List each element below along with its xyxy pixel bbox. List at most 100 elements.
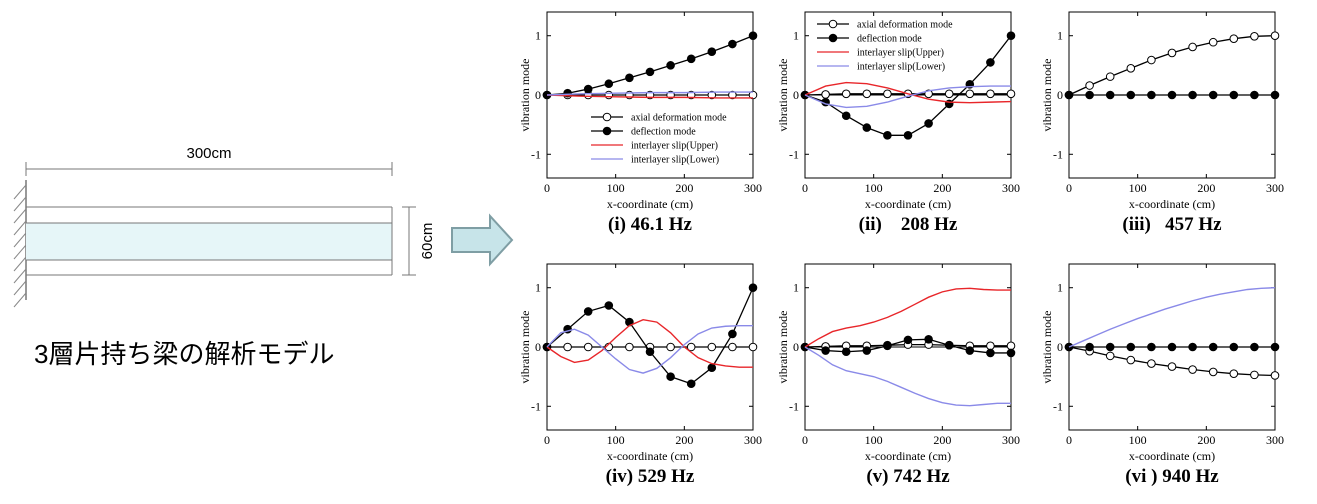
x-tick-label: 200 — [675, 433, 693, 447]
data-point — [1085, 90, 1094, 100]
y-axis-label: vibration mode — [1040, 311, 1054, 384]
data-point — [1167, 48, 1177, 58]
data-point — [563, 342, 572, 352]
data-point — [686, 379, 696, 389]
data-point — [1250, 90, 1259, 100]
series-line-deflection-mode — [546, 287, 754, 385]
data-point — [965, 89, 975, 99]
y-axis-label: vibration mode — [776, 59, 790, 132]
chart-iii: 0 100 200 300 -1 0 1 x-coordinate (cm) vibration… — [1040, 11, 1284, 235]
data-point — [1229, 90, 1239, 100]
data-point — [707, 342, 717, 352]
data-point — [707, 47, 717, 57]
data-point — [1085, 342, 1094, 352]
data-point — [862, 346, 872, 355]
data-point — [583, 342, 593, 352]
data-point — [1126, 64, 1136, 73]
data-point — [645, 67, 655, 77]
data-point — [604, 301, 614, 310]
y-tick-label: -1 — [531, 147, 541, 161]
data-point — [986, 348, 995, 358]
data-point — [924, 119, 933, 128]
legend-label: interlayer slip(Lower) — [631, 155, 719, 166]
data-point — [1006, 341, 1016, 351]
chart-i: 0 100 200 300 -1 0 1 x-coordinate (cm) vibration… — [518, 11, 762, 235]
data-point — [1167, 342, 1177, 352]
data-point — [1105, 351, 1115, 361]
x-tick-label: 100 — [1129, 181, 1147, 195]
data-point — [1188, 365, 1197, 374]
data-point — [1006, 89, 1016, 99]
y-axis-label: vibration mode — [1040, 59, 1054, 132]
three-layer-beam — [26, 206, 393, 276]
data-point — [1147, 55, 1156, 65]
y-tick-label: 1 — [793, 29, 799, 43]
series-line-deflection-mode — [546, 35, 754, 96]
data-point — [728, 329, 737, 339]
x-tick-label: 300 — [1266, 181, 1284, 195]
chart-caption: (vi ) 940 Hz — [1125, 466, 1219, 487]
data-point — [883, 341, 892, 351]
series-line-interlayer-slip-upper — [546, 319, 753, 368]
data-point — [1126, 90, 1136, 100]
data-point — [1085, 81, 1094, 90]
chart-caption: (iv) 529 Hz — [606, 466, 695, 487]
y-tick-label: 1 — [1057, 29, 1063, 43]
data-point — [1229, 342, 1239, 352]
data-point — [748, 342, 758, 352]
data-point — [645, 347, 655, 357]
data-point — [841, 347, 851, 357]
data-point — [728, 90, 737, 100]
chart-caption: (iii) 457 Hz — [1122, 214, 1222, 235]
data-point — [1208, 90, 1218, 100]
data-point — [862, 123, 872, 132]
x-tick-label: 0 — [1066, 433, 1072, 447]
chart-iv: 0 100 200 300 -1 0 1 x-coordinate (cm) vibration… — [518, 263, 762, 487]
data-point — [1270, 90, 1280, 100]
x-axis-label: x-coordinate (cm) — [865, 197, 951, 211]
x-tick-label: 200 — [675, 181, 693, 195]
y-tick-label: -1 — [1053, 147, 1063, 161]
data-point — [1229, 369, 1239, 378]
data-point — [1105, 90, 1115, 100]
x-tick-label: 0 — [544, 181, 550, 195]
legend-marker — [602, 112, 612, 122]
data-point — [625, 342, 634, 352]
middle-layer — [26, 223, 392, 260]
data-point — [666, 342, 675, 352]
model-title: 3層片持ち梁の解析モデル — [34, 339, 334, 369]
y-tick-label: 0 — [793, 340, 799, 354]
data-point — [686, 342, 696, 352]
data-point — [841, 89, 851, 99]
data-point — [1270, 371, 1280, 380]
chart-vi: 0 100 200 300 -1 0 1 x-coordinate (cm) vibration… — [1040, 263, 1284, 487]
chart-panel-vi: 0 100 200 300 -1 0 1 x-coordinate (cm) vibration… — [1037, 252, 1292, 504]
data-point — [986, 89, 995, 99]
x-tick-label: 300 — [744, 433, 762, 447]
data-point — [1147, 359, 1156, 368]
data-point — [1006, 348, 1016, 358]
data-point — [1229, 34, 1239, 43]
fixed-support-hatching — [13, 180, 27, 308]
y-tick-label: 1 — [793, 281, 799, 295]
x-tick-label: 0 — [1066, 181, 1072, 195]
model-drawing: 300cm 60cm 3層片持ち梁の解析モデル — [13, 145, 514, 369]
x-tick-label: 100 — [1129, 433, 1147, 447]
legend-label: interlayer slip(Upper) — [631, 141, 718, 152]
data-point — [625, 73, 634, 83]
data-point — [821, 90, 830, 99]
x-tick-label: 0 — [802, 433, 808, 447]
data-point — [821, 346, 830, 355]
y-tick-label: -1 — [531, 399, 541, 413]
data-point — [583, 307, 593, 316]
x-tick-label: 100 — [607, 181, 625, 195]
height-dimension: 60cm — [402, 206, 436, 276]
data-point — [728, 342, 737, 352]
data-point — [748, 31, 758, 41]
legend-marker — [602, 126, 612, 136]
data-point — [1147, 342, 1156, 352]
chart-caption: (ii) 208 Hz — [859, 214, 958, 235]
data-point — [604, 79, 614, 89]
x-tick-label: 300 — [1002, 433, 1020, 447]
data-point — [1167, 362, 1177, 371]
